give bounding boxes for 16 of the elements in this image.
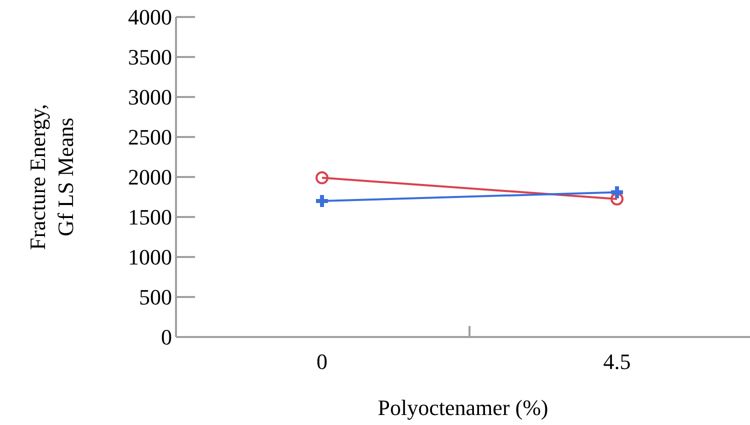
y-tick-label: 3000	[128, 84, 172, 110]
point	[610, 192, 624, 206]
y-axis-title: Fracture Energy, Gf LS Means	[25, 104, 78, 250]
y-tick-label: 500	[139, 284, 172, 310]
y-tick-label: 1000	[128, 244, 172, 270]
x-axis-title: Polyoctenamer (%)	[378, 395, 548, 420]
y-tick-label: 3500	[128, 44, 172, 70]
y-tick-label: 2000	[128, 164, 172, 190]
y-tick-label: 4000	[128, 4, 172, 30]
y-tick-label: 0	[161, 324, 172, 350]
x-tick-label: 4.5	[603, 349, 631, 374]
y-tick-label: 2500	[128, 124, 172, 150]
y-tick-label: 1500	[128, 204, 172, 230]
point	[316, 171, 328, 184]
point	[609, 184, 625, 200]
point	[314, 193, 330, 209]
